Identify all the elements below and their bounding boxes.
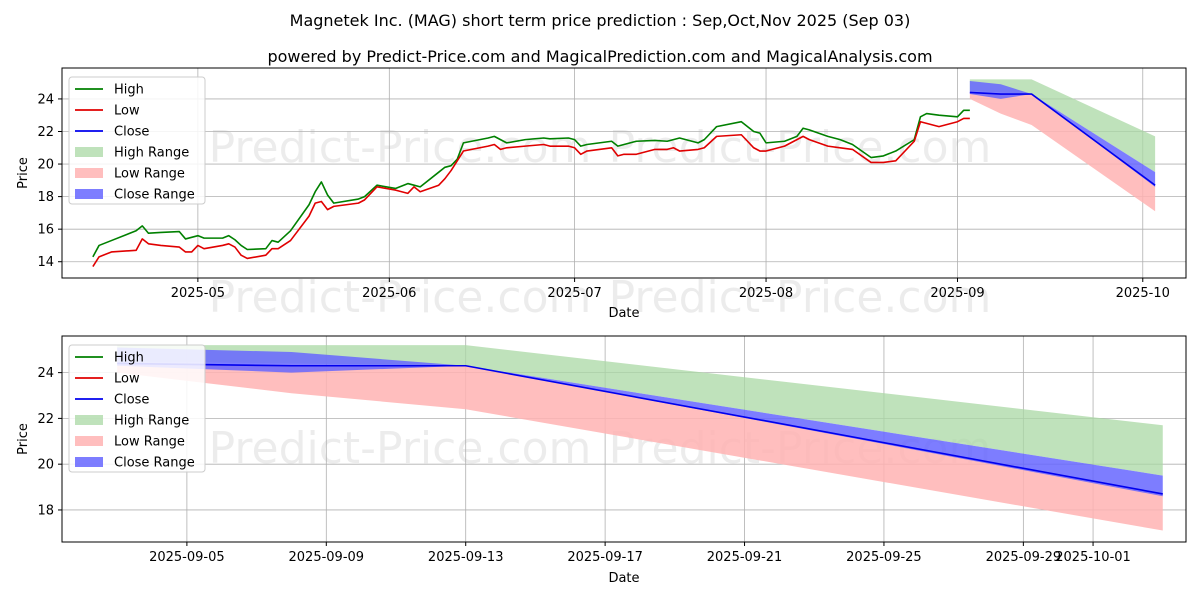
legend-swatch-high-range (75, 415, 103, 425)
close-range-band (117, 347, 1163, 497)
low-series-line (92, 117, 970, 268)
y-tick-label: 18 (37, 190, 54, 205)
legend: High Low Close High Range Low Range Close Ran… (68, 76, 206, 205)
legend-label: Close (114, 125, 149, 140)
y-tick-label: 18 (37, 503, 54, 518)
plot-frame (61, 335, 1187, 543)
y-tick-label: 16 (37, 223, 54, 238)
x-tick-label: 2025-09 (930, 286, 984, 301)
x-axis-label: Date (608, 571, 639, 586)
legend-label: Low Range (114, 435, 185, 450)
legend-swatch-high-range (75, 147, 103, 157)
y-tick-label: 14 (37, 255, 54, 270)
legend-swatch-low-range (75, 168, 103, 178)
watermark-text: Predict-Price.com (209, 122, 592, 173)
watermark-group: Predict-Price.com Predict-Price.com Pred… (209, 122, 992, 323)
watermark-text: Predict-Price.com (609, 122, 992, 173)
y-tick-label: 24 (37, 92, 54, 107)
x-tick-label: 2025-08 (739, 286, 793, 301)
legend: High Low Close High Range Low Range Close Ran… (68, 344, 206, 473)
legend-label: High (114, 351, 144, 366)
legend-swatch-close-range (75, 457, 103, 467)
legend-label: Close (114, 393, 149, 408)
x-tick-label: 2025-06 (362, 286, 416, 301)
x-tick-label: 2025-09-21 (707, 550, 783, 565)
x-tick-label: 2025-05 (171, 286, 225, 301)
watermark-text: Predict-Price.com (209, 272, 592, 323)
x-tick-label: 2025-09-25 (846, 550, 922, 565)
x-axis-label: Date (608, 306, 639, 321)
legend-label: Low (114, 104, 140, 119)
close-series-line (969, 91, 1156, 186)
low-range-band (969, 92, 1156, 212)
y-tick-label: 22 (37, 412, 54, 427)
chart-subtitle: powered by Predict-Price.com and Magical… (267, 47, 932, 66)
x-tick-label: 2025-10 (1116, 286, 1170, 301)
high-series-line (92, 109, 970, 258)
x-tick-label: 2025-10-01 (1055, 550, 1131, 565)
legend-label: Close Range (114, 188, 195, 203)
legend-label: High Range (114, 414, 189, 429)
legend-label: High (114, 83, 144, 98)
x-tick-label: 2025-09-29 (986, 550, 1062, 565)
y-axis-label: Price (16, 423, 31, 455)
y-tick-label: 24 (37, 366, 54, 381)
y-tick-label: 22 (37, 125, 54, 140)
forecast-panel: Predict-Price.com Predict-Price.com 2025… (16, 335, 1187, 586)
history-panel: Predict-Price.com Predict-Price.com Pred… (16, 67, 1187, 323)
plot-frame (61, 67, 1187, 279)
x-tick-label: 2025-09-13 (428, 550, 504, 565)
watermark-text: Predict-Price.com (609, 272, 992, 323)
legend-swatch-close-range (75, 189, 103, 199)
low-range-band (117, 363, 1163, 531)
legend-label: Close Range (114, 456, 195, 471)
legend-swatch-low-range (75, 436, 103, 446)
y-tick-label: 20 (37, 158, 54, 173)
y-axis-label: Price (16, 157, 31, 189)
legend-label: High Range (114, 146, 189, 161)
close-range-band (969, 81, 1156, 187)
legend-label: Low (114, 372, 140, 387)
x-tick-label: 2025-09-17 (567, 550, 643, 565)
chart-title: Magnetek Inc. (MAG) short term price pre… (290, 11, 911, 30)
x-tick-label: 2025-09-09 (289, 550, 365, 565)
y-tick-label: 20 (37, 458, 54, 473)
x-tick-label: 2025-09-05 (149, 550, 225, 565)
watermark-text: Predict-Price.com (209, 423, 592, 474)
x-tick-label: 2025-07 (547, 286, 601, 301)
legend-label: Low Range (114, 167, 185, 182)
